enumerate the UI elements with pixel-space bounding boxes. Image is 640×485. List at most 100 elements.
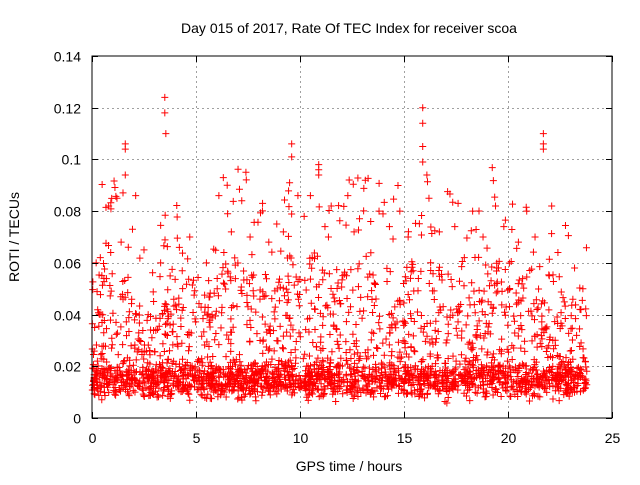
data-point (331, 298, 339, 306)
data-point (429, 270, 437, 278)
data-point (569, 355, 577, 363)
data-point (275, 364, 283, 372)
data-point (465, 386, 473, 394)
data-point (432, 335, 440, 343)
data-point (521, 337, 529, 345)
data-point (443, 399, 451, 407)
data-point (185, 343, 193, 351)
data-point (262, 343, 270, 351)
data-point (479, 367, 487, 375)
data-point (504, 368, 512, 376)
data-point (213, 285, 221, 293)
data-point (423, 178, 431, 186)
data-point (456, 371, 464, 379)
data-point (154, 325, 162, 333)
data-point (158, 372, 166, 380)
data-point (159, 340, 167, 348)
data-point (382, 335, 390, 343)
data-point (582, 312, 590, 320)
data-point (342, 386, 350, 394)
data-point (170, 295, 178, 303)
x-tick-label: 20 (501, 430, 517, 446)
data-point (553, 313, 561, 321)
data-point (204, 353, 212, 361)
data-point (198, 392, 206, 400)
data-point (381, 371, 389, 379)
data-point (520, 377, 528, 385)
data-point (578, 296, 586, 304)
data-point (215, 341, 223, 349)
data-point (489, 376, 497, 384)
data-point (175, 294, 183, 302)
data-point (472, 370, 480, 378)
data-point (389, 380, 397, 388)
data-point (288, 153, 296, 161)
data-point (407, 314, 415, 322)
data-point (544, 353, 552, 361)
data-point (504, 321, 512, 329)
data-point (111, 183, 119, 191)
x-axis-label: GPS time / hours (296, 458, 403, 474)
data-point (219, 264, 227, 272)
data-point (238, 385, 246, 393)
data-point (248, 271, 256, 279)
data-point (407, 268, 415, 276)
data-point (173, 306, 181, 314)
data-point (162, 320, 170, 328)
y-tick-label: 0.12 (54, 101, 81, 117)
data-point (471, 309, 479, 317)
data-point (489, 350, 497, 358)
data-point (327, 202, 335, 210)
data-point (414, 275, 422, 283)
data-point (410, 318, 418, 326)
data-point (521, 347, 529, 355)
data-point (410, 372, 418, 380)
data-point (273, 337, 281, 345)
data-point (175, 300, 183, 308)
data-point (444, 378, 452, 386)
data-point (131, 316, 139, 324)
data-point (404, 290, 412, 298)
data-point (568, 336, 576, 344)
data-point (247, 384, 255, 392)
data-point (295, 329, 303, 337)
data-point (419, 119, 427, 127)
data-point (367, 249, 375, 257)
data-point (523, 207, 531, 215)
data-point (517, 344, 525, 352)
data-point (349, 286, 357, 294)
data-point (246, 233, 254, 241)
data-point (362, 381, 370, 389)
data-point (406, 274, 414, 282)
data-point (361, 364, 369, 372)
data-point (137, 337, 145, 345)
data-point (292, 273, 300, 281)
data-point (381, 393, 389, 401)
data-point (290, 281, 298, 289)
data-point (355, 356, 363, 364)
data-point (407, 343, 415, 351)
data-point (225, 375, 233, 383)
data-point (250, 378, 258, 386)
data-point (499, 369, 507, 377)
data-point (135, 319, 143, 327)
data-point (266, 391, 274, 399)
data-point (441, 397, 449, 405)
data-point (542, 347, 550, 355)
data-point (310, 380, 318, 388)
data-point (195, 300, 203, 308)
data-point (533, 343, 541, 351)
data-point (263, 275, 271, 283)
data-point (172, 360, 180, 368)
data-point (442, 339, 450, 347)
data-point (512, 289, 520, 297)
data-point (346, 364, 354, 372)
data-point (113, 373, 121, 381)
data-point (355, 226, 363, 234)
data-point (476, 332, 484, 340)
data-point (143, 316, 151, 324)
data-point (488, 384, 496, 392)
data-point (91, 391, 99, 399)
data-point (296, 375, 304, 383)
data-point (367, 336, 375, 344)
